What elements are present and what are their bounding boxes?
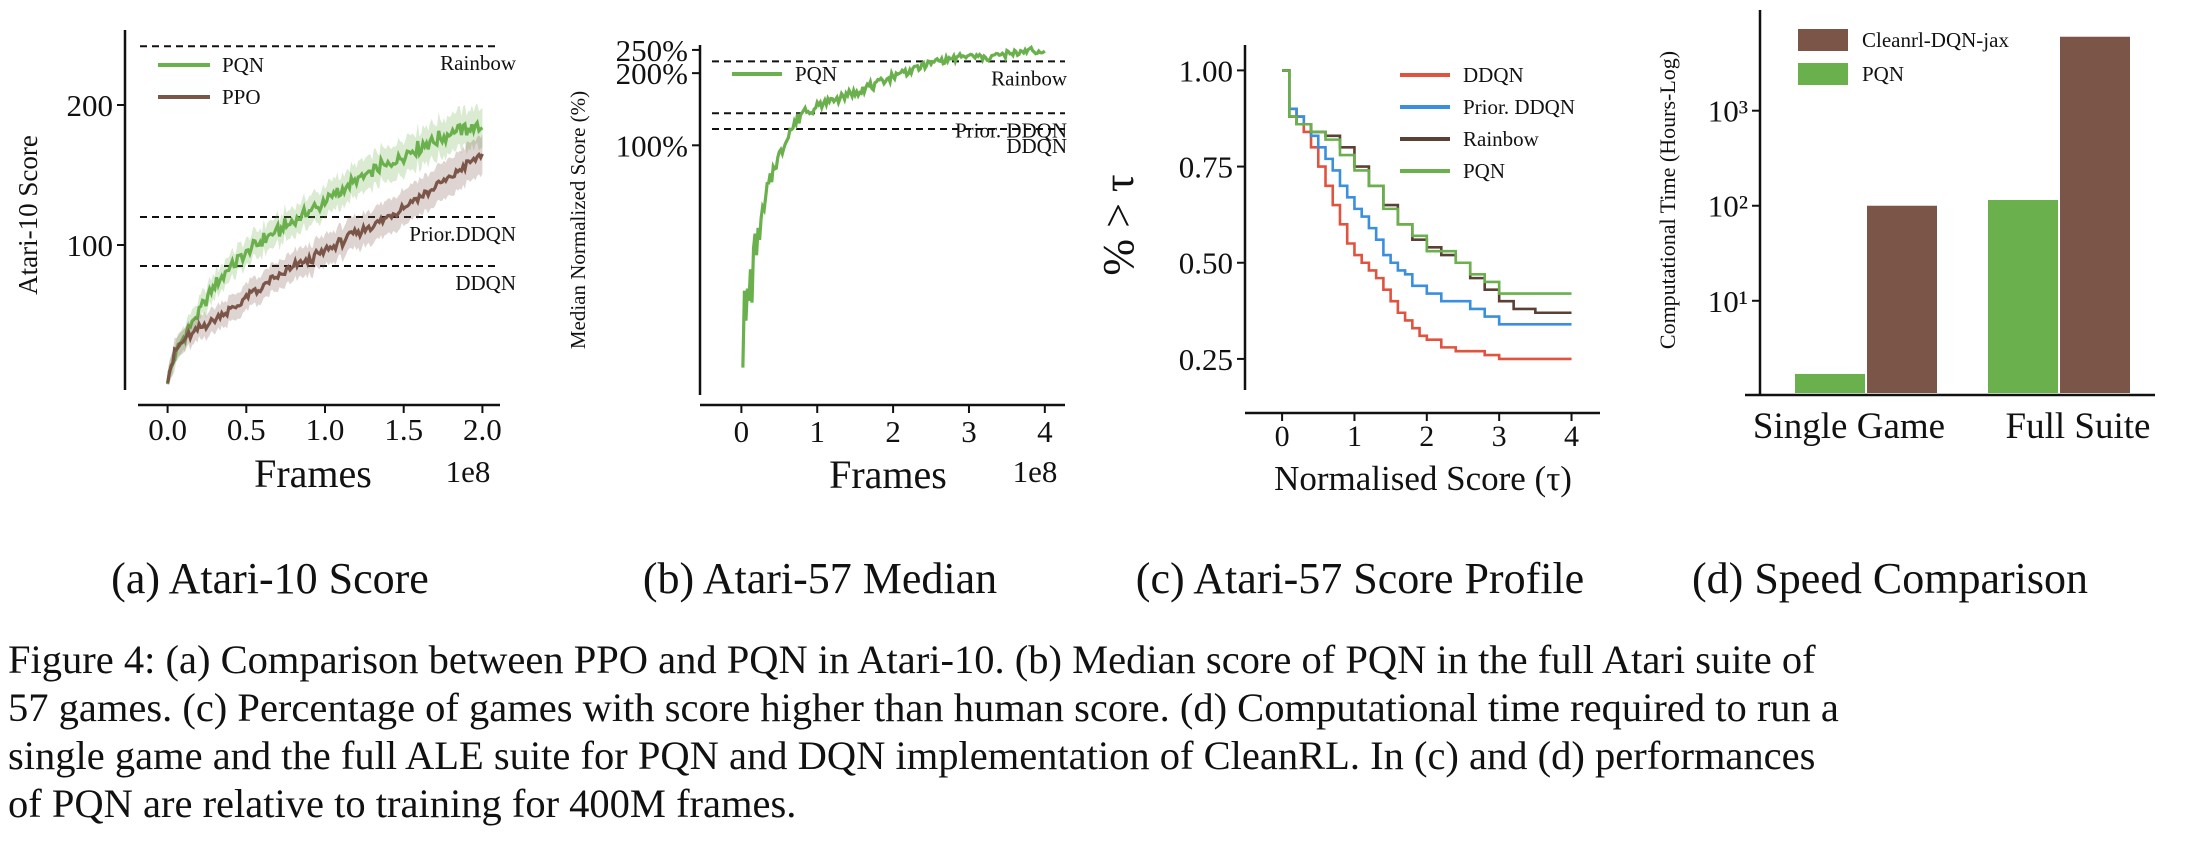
panel-c-chart: 0 1 2 3 4 0.25 0.50 0.75 1.00 Normalised Score (τ… (1094, 45, 1600, 498)
caption-line: Figure 4: (a) Comparison between PPO and… (8, 637, 1816, 682)
panel-d-category-label: Full Suite (2006, 406, 2151, 447)
panel-b-x-tick-label: 0 (734, 414, 750, 449)
panel-b-reference-label: Prior. DDQN (955, 118, 1067, 142)
panel-c-y-tick-label: 0.75 (1179, 150, 1233, 185)
panel-c-legend-label: DDQN (1463, 63, 1524, 87)
panel-c-x-tick-label: 3 (1492, 420, 1507, 453)
panel-a-band-pqn (167, 103, 483, 385)
panel-c-line-ddqn (1282, 69, 1572, 361)
panel-c-x-tick-label: 0 (1275, 420, 1290, 453)
panel-b-chart: 0 1 2 3 4 100% 200%250% Frames 1e8 Median Normali… (566, 33, 1068, 497)
panel-b-y-tick-label: 100% (616, 128, 688, 163)
panel-c-legend-label: PQN (1463, 159, 1505, 183)
panel-d-legend-label: Cleanrl-DQN-jax (1862, 28, 2009, 52)
panel-c-legend-label: Prior. DDQN (1463, 95, 1575, 119)
panel-d-y-tick-label: 10² (1708, 189, 1748, 224)
panel-d-legend-swatch (1798, 29, 1848, 51)
panel-b-y-tick-label: 250% (616, 33, 688, 68)
panel-d-legend-swatch (1798, 63, 1848, 85)
panel-a-reference-label: DDQN (455, 271, 516, 295)
panel-a-band-ppo (167, 134, 483, 385)
panel-c-y-tick-label: 0.50 (1179, 246, 1233, 281)
panel-d-y-label: Computational Time (Hours-Log) (1655, 51, 1680, 349)
panel-b-caption: (b) Atari-57 Median (642, 554, 998, 603)
panel-a-x-multiplier: 1e8 (446, 454, 491, 489)
panel-c-x-tick-label: 4 (1564, 420, 1579, 453)
panel-c-legend-label: Rainbow (1463, 127, 1540, 151)
panel-d-y-tick-label: 10³ (1708, 94, 1748, 129)
panel-a-y-tick-label: 100 (67, 228, 114, 263)
panel-c-y-tick-label: 0.25 (1179, 342, 1233, 377)
panel-a-x-tick-label: 0.0 (148, 412, 187, 447)
panel-b-x-tick-label: 1 (809, 414, 825, 449)
panel-d-bar-pqn (1988, 199, 2058, 393)
panel-a-legend-label: PQN (222, 53, 264, 77)
panel-a-caption: (a) Atari-10 Score (111, 554, 429, 603)
panel-a-x-tick-label: 2.0 (463, 412, 502, 447)
panel-a-chart: 0.0 0.5 1.0 1.5 2.0 100 200 Frames 1e8 Atari-10 S… (13, 30, 517, 496)
panel-a-line-pqn (166, 118, 484, 385)
panel-a-x-label: Frames (254, 451, 372, 496)
panel-b-x-tick-label: 2 (885, 414, 901, 449)
panel-b-x-tick-label: 3 (961, 414, 977, 449)
panel-a-legend-label: PPO (222, 85, 261, 109)
panel-c-x-tick-label: 2 (1419, 420, 1434, 453)
panel-d-bar-cleanrl-dqn-jax (2060, 36, 2130, 393)
caption-line: 57 games. (c) Percentage of games with s… (8, 685, 1839, 730)
caption-line: of PQN are relative to training for 400M… (8, 781, 797, 826)
panel-a-line-ppo (166, 151, 484, 384)
panel-c-x-label: Normalised Score (τ) (1274, 459, 1572, 498)
panel-a-x-tick-label: 0.5 (227, 412, 266, 447)
panel-a-x-tick-label: 1.0 (306, 412, 345, 447)
panel-b-x-tick-label: 4 (1037, 414, 1053, 449)
panel-b-y-label: Median Normalized Score (%) (566, 91, 590, 349)
figure-caption: Figure 4: (a) Comparison between PPO and… (8, 636, 2178, 828)
panel-c-caption: (c) Atari-57 Score Profile (1135, 554, 1585, 603)
panel-d-category-label: Single Game (1753, 406, 1945, 447)
panel-a-reference-label: Rainbow (440, 51, 517, 75)
panel-a-x-tick-label: 1.5 (384, 412, 423, 447)
caption-line: single game and the full ALE suite for P… (8, 733, 1816, 778)
panel-b-y-tick-label: 200% (616, 56, 688, 91)
panel-d-y-tick-label: 10¹ (1708, 284, 1748, 319)
panel-c-y-tick-label: 1.00 (1179, 53, 1233, 88)
panel-b-legend-label: PQN (795, 62, 837, 86)
panel-d-bar-cleanrl-dqn-jax (1867, 205, 1937, 393)
panel-d-bar-pqn (1795, 373, 1865, 393)
panel-b-reference-label: Rainbow (991, 66, 1068, 90)
panel-b-line-pqn (741, 44, 1046, 368)
panel-d-legend-label: PQN (1862, 62, 1904, 86)
panel-c-line-pqn (1282, 69, 1572, 295)
panel-b-x-multiplier: 1e8 (1013, 454, 1058, 489)
panel-a-reference-label: Prior.DDQN (409, 222, 516, 246)
panel-c-y-label: % > τ (1094, 174, 1143, 275)
panel-b-reference-label: DDQN (1006, 134, 1067, 158)
panel-d-caption: (d) Speed Comparison (1692, 554, 2088, 603)
panel-b-x-label: Frames (829, 452, 947, 497)
panel-a-y-label: Atari-10 Score (13, 135, 43, 295)
panel-d-chart: 10¹ 10² 10³ Computational Time (Hours-Log) S… (1655, 10, 2155, 447)
panel-a-y-tick-label: 200 (67, 88, 114, 123)
panel-c-line-prior-ddqn (1282, 69, 1572, 326)
panel-c-x-tick-label: 1 (1347, 420, 1362, 453)
